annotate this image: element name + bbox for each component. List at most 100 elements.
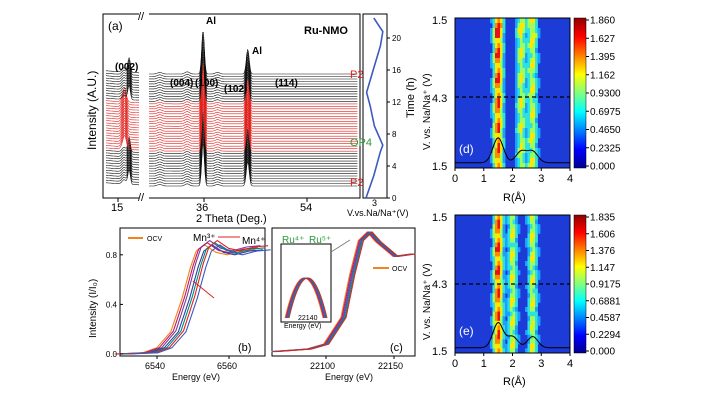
heatmap-cell xyxy=(500,83,503,89)
heatmap-cell xyxy=(497,93,501,99)
heatmap-cell xyxy=(515,148,518,154)
heatmap-cell xyxy=(517,58,521,64)
heatmap-cell xyxy=(527,98,531,104)
heatmap-cell xyxy=(502,261,506,266)
shift-arrow-edge xyxy=(192,280,215,299)
heatmap-cell xyxy=(520,133,523,139)
heatmap-cell xyxy=(532,128,536,134)
heatmap-cell xyxy=(515,228,518,234)
heatmap-cell xyxy=(495,163,498,169)
heatmap-cell xyxy=(535,48,538,54)
heatmap-cell xyxy=(507,233,511,239)
heatmap-cell xyxy=(537,316,541,322)
peak-label-002: (002) xyxy=(115,62,138,73)
heatmap-cell xyxy=(535,293,538,299)
heatmap-cell xyxy=(502,325,506,331)
heatmap-cell xyxy=(510,242,513,248)
inset-curves xyxy=(284,277,328,319)
heatmap-cell xyxy=(525,143,528,149)
heatmap-cell xyxy=(502,128,506,134)
heatmap-cell xyxy=(495,325,498,331)
xrd-trace xyxy=(105,101,358,144)
heatmap-cell xyxy=(507,302,511,308)
heatmap-cell xyxy=(507,251,511,257)
heatmap-cell xyxy=(500,58,503,64)
heatmap-cell xyxy=(507,270,511,276)
heatmap-cell xyxy=(522,33,526,39)
heatmap-cell xyxy=(525,48,528,54)
heatmap-cell xyxy=(502,297,506,303)
heatmap-cell xyxy=(515,284,518,289)
heatmap-cell xyxy=(522,123,526,129)
xrd-trace xyxy=(106,36,358,80)
heatmap-cell xyxy=(497,43,501,49)
heatmap-cell xyxy=(495,93,498,99)
heatmap-cell xyxy=(492,334,496,340)
heatmap-cell xyxy=(515,88,518,94)
heatmap-cell xyxy=(525,158,528,164)
panel-b-ylabel: Intensity (I/I₀) xyxy=(88,279,99,338)
xtick-label-36: 36 xyxy=(196,202,208,214)
heatmap-cell xyxy=(530,28,533,34)
heatmap-cell xyxy=(527,274,531,280)
heatmap-cell xyxy=(490,58,493,64)
heatmap-cell xyxy=(500,302,503,308)
heatmap-cell xyxy=(500,265,503,271)
heatmap-cell xyxy=(492,73,496,79)
heatmap-cell xyxy=(535,325,538,331)
heatmap-cell xyxy=(507,224,511,230)
c-xtick-label-22100: 22100 xyxy=(310,361,335,371)
heatmap-cell xyxy=(515,307,518,312)
heatmap-cell xyxy=(525,153,528,159)
heatmap-cell xyxy=(530,219,533,225)
heatmap-cell xyxy=(535,153,538,159)
heatmap-cell xyxy=(502,153,506,159)
heatmap-cell xyxy=(537,53,541,59)
panel-c-label: (c) xyxy=(390,342,403,354)
heatmap-cell xyxy=(517,228,521,234)
colorbar-tick-label: 1.162 xyxy=(590,70,615,81)
heatmap-cell xyxy=(495,293,498,299)
heatmap-cell xyxy=(517,270,521,276)
heatmap-cell xyxy=(532,43,536,49)
heatmap-cell xyxy=(500,48,503,54)
heatmap-cell xyxy=(530,307,533,312)
heatmap-cell xyxy=(500,307,503,312)
heatmap-cell xyxy=(510,215,513,220)
heatmap-cell xyxy=(537,78,541,84)
heatmap-cell xyxy=(492,274,496,280)
heatmap-cell xyxy=(505,215,508,220)
panel-d-xlabel: R(Å) xyxy=(503,191,526,204)
heatmap-cell xyxy=(495,48,498,54)
xtick-label-15: 15 xyxy=(111,202,123,214)
heatmap-cell xyxy=(522,143,526,149)
heatmap-cell xyxy=(517,224,521,230)
panel-e-xticks: 0 1 2 3 4 xyxy=(452,353,573,370)
heatmap-cell xyxy=(500,348,503,354)
heatmap-cell xyxy=(490,302,493,308)
heatmap-cell xyxy=(527,43,531,49)
heatmap-cell xyxy=(512,228,516,234)
heatmap-cell xyxy=(512,279,516,285)
heatmap-cell xyxy=(535,163,538,169)
heatmap-cell xyxy=(535,242,538,248)
heatmap-cell xyxy=(497,58,501,64)
heatmap-cell xyxy=(505,242,508,248)
heatmap-cell xyxy=(502,28,506,34)
heatmap-cell xyxy=(502,228,506,234)
heatmap-cell xyxy=(505,307,508,312)
panel-a-frame xyxy=(102,13,361,199)
xrd-trace xyxy=(105,76,358,120)
heatmap-cell xyxy=(515,339,518,345)
heatmap-cell xyxy=(512,233,516,239)
heatmap-cell xyxy=(530,251,533,257)
heatmap-cell xyxy=(510,219,513,225)
heatmap-cell xyxy=(512,247,516,253)
heatmap-cell xyxy=(525,261,528,266)
heatmap-cell xyxy=(520,138,523,144)
heatmap-cell xyxy=(492,138,496,144)
heatmap-cell xyxy=(507,274,511,280)
heatmap-cell xyxy=(510,251,513,257)
heatmap-cell xyxy=(530,88,533,94)
heatmap-cell xyxy=(527,53,531,59)
